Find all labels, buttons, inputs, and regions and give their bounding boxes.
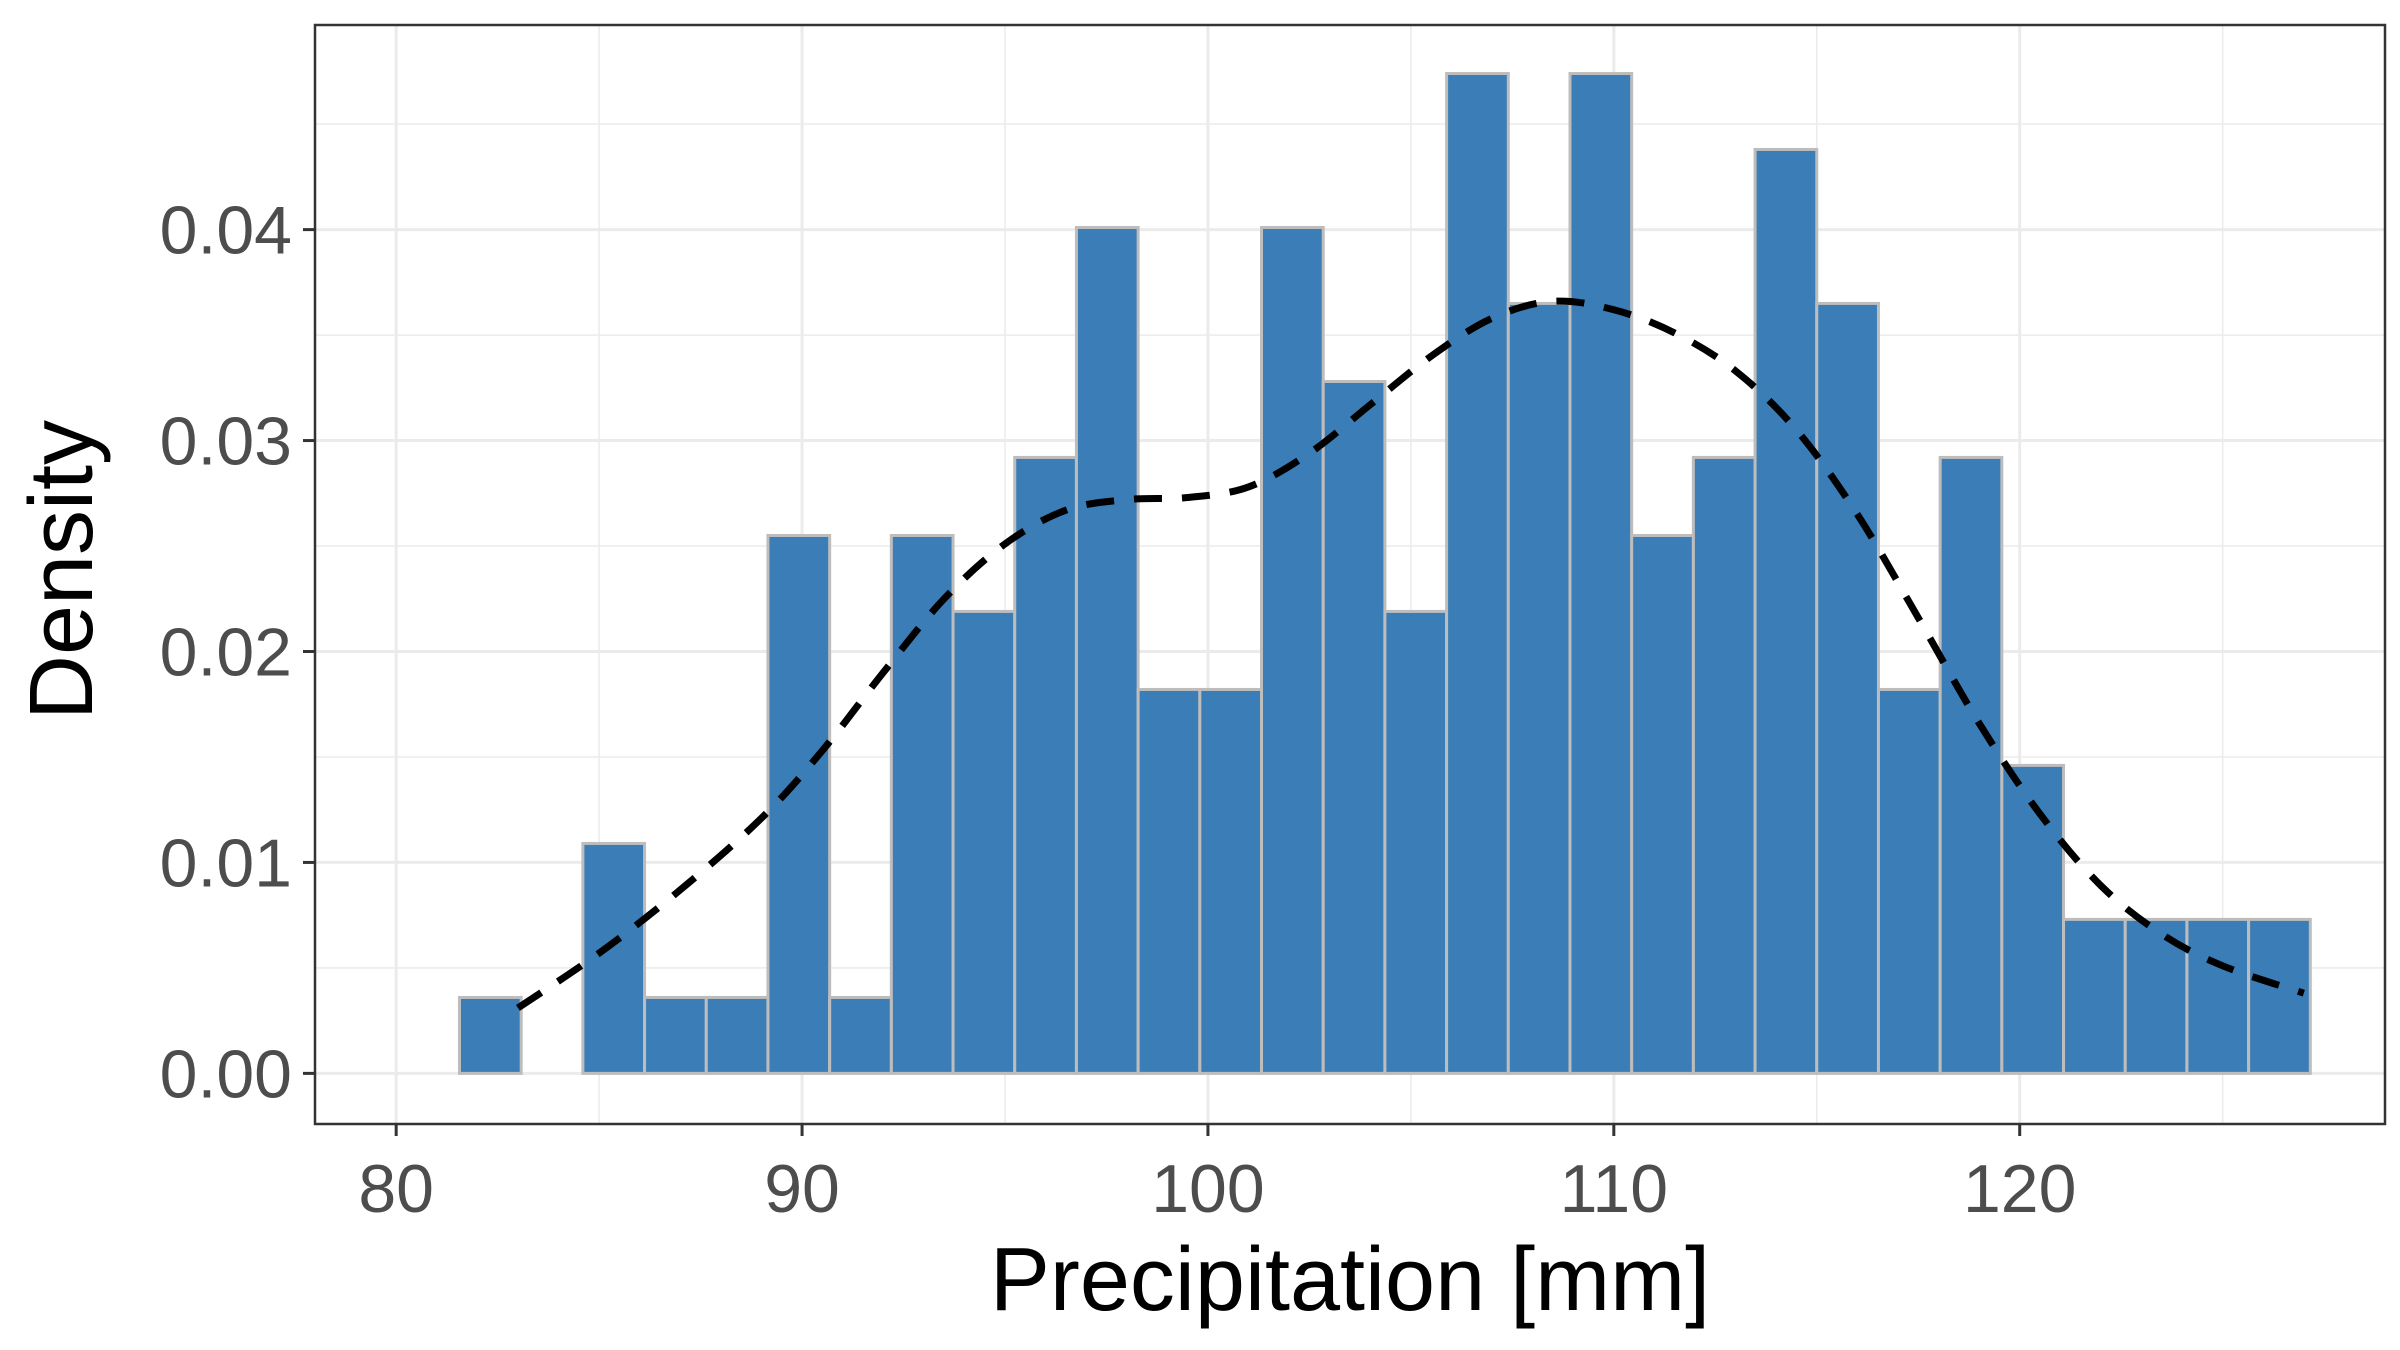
y-tick-label: 0.02 — [160, 614, 292, 690]
histogram-bar — [1321, 379, 1387, 1075]
histogram-bar — [581, 841, 647, 1075]
histogram-bar — [1691, 455, 1757, 1075]
histogram-bar — [2000, 763, 2066, 1075]
histogram-bar — [889, 533, 955, 1075]
histogram-bar — [1383, 609, 1449, 1075]
x-axis-tick-labels: 80 90 100 110 120 — [358, 1151, 2076, 1227]
x-tick-label: 80 — [358, 1151, 434, 1227]
histogram-bar — [766, 533, 832, 1075]
histogram-bar — [2185, 917, 2251, 1075]
panel-border — [313, 23, 2387, 1126]
histogram-bar — [1074, 226, 1140, 1075]
histogram-bar — [1753, 147, 1819, 1075]
y-tick-label: 0.01 — [160, 825, 292, 901]
histogram-bar — [1630, 533, 1695, 1075]
y-axis-title: Density — [12, 420, 112, 720]
histogram-bar — [1568, 72, 1634, 1075]
histogram-bars — [457, 72, 2312, 1075]
histogram-bar — [1013, 455, 1078, 1075]
histogram-bar — [1198, 687, 1264, 1075]
axis-ticks — [303, 228, 2022, 1136]
x-tick-label: 110 — [1560, 1151, 1668, 1227]
x-tick-label: 100 — [1151, 1151, 1264, 1227]
histogram-bar — [1938, 455, 2004, 1075]
histogram-bar — [1876, 687, 1942, 1075]
histogram-bar — [1445, 72, 1510, 1075]
x-axis-title: Precipitation [mm] — [990, 1230, 1710, 1330]
histogram-bar — [1136, 687, 1202, 1075]
y-tick-label: 0.00 — [160, 1036, 292, 1112]
histogram-bar — [2247, 917, 2312, 1075]
x-tick-label: 90 — [764, 1151, 840, 1227]
histogram-bar — [1260, 226, 1325, 1075]
y-tick-label: 0.04 — [160, 193, 292, 269]
histogram-bar — [1506, 301, 1572, 1075]
x-tick-label: 120 — [1963, 1151, 2076, 1227]
histogram-bar — [951, 609, 1017, 1075]
histogram-bar — [704, 995, 770, 1075]
y-tick-label: 0.03 — [160, 404, 292, 480]
y-axis-tick-labels: 0.00 0.01 0.02 0.03 0.04 — [160, 193, 292, 1113]
histogram-bar — [457, 995, 523, 1075]
histogram-bar — [828, 995, 893, 1075]
density-curve — [515, 297, 2305, 1011]
histogram-bar — [643, 995, 708, 1075]
histogram-bar — [2062, 917, 2127, 1075]
histogram-bar — [1815, 301, 1880, 1075]
